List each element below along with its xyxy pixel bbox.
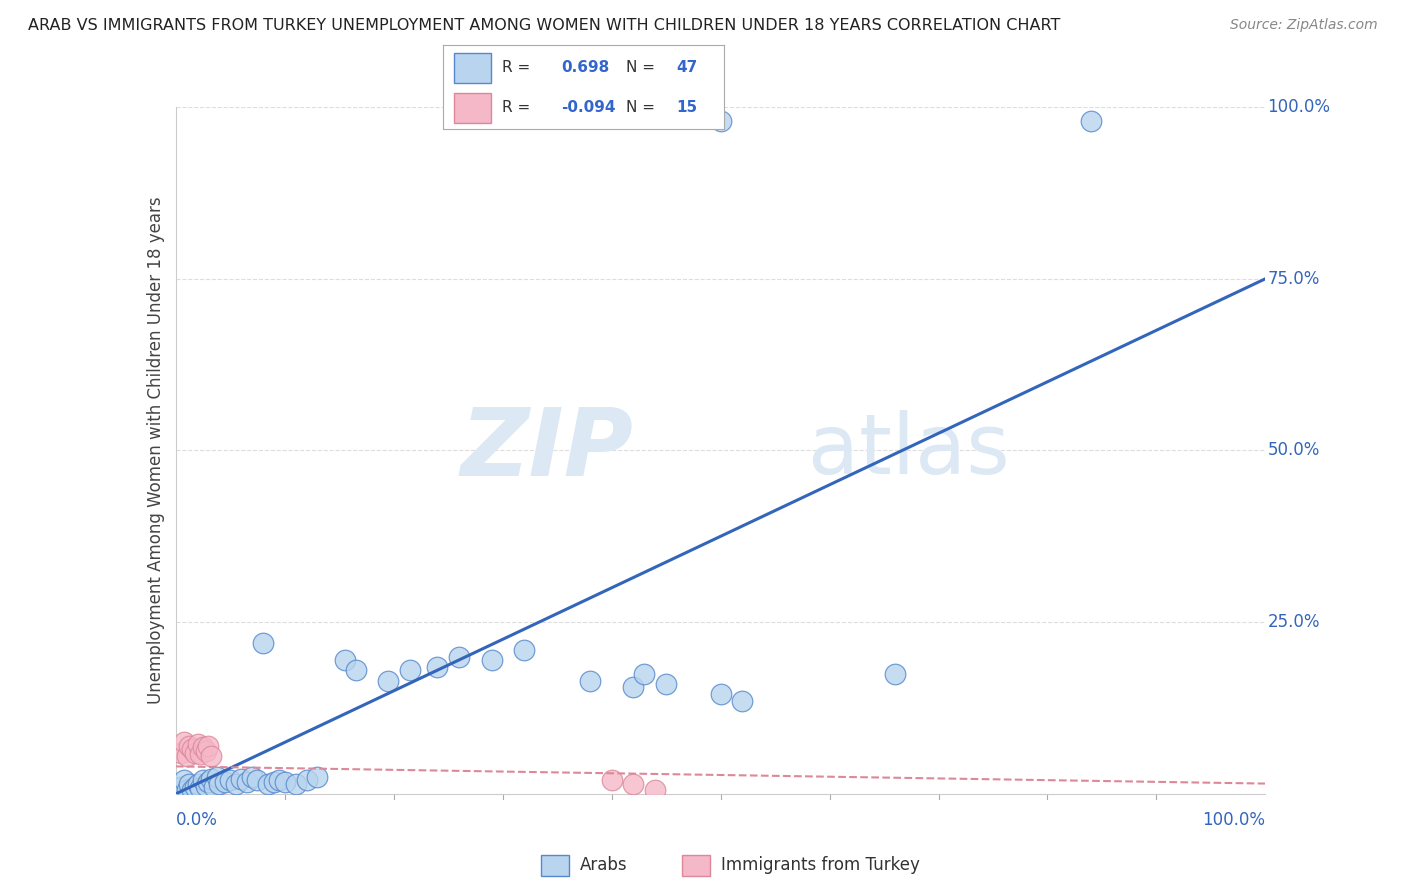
Point [600, 773, 623, 788]
Point [884, 666, 907, 681]
Point [191, 773, 214, 788]
Point [181, 742, 204, 756]
Point [240, 770, 263, 784]
Point [184, 746, 207, 760]
Text: 25.0%: 25.0% [1268, 613, 1320, 632]
Point [177, 776, 200, 790]
Point [274, 774, 297, 789]
Bar [682, 855, 710, 876]
Point [195, 779, 218, 793]
Text: 47: 47 [676, 60, 697, 75]
Text: 75.0%: 75.0% [1268, 269, 1320, 288]
Point [197, 739, 219, 753]
Point [426, 660, 449, 674]
Point [184, 780, 207, 794]
Point [195, 744, 218, 758]
Point [186, 738, 209, 752]
Point [181, 783, 204, 797]
Text: R =: R = [502, 100, 530, 115]
Text: -0.094: -0.094 [561, 100, 616, 115]
Text: Immigrants from Turkey: Immigrants from Turkey [721, 856, 920, 874]
Point [219, 773, 242, 788]
Point [225, 776, 247, 790]
Point [579, 673, 602, 688]
Point [173, 735, 195, 749]
Point [176, 749, 198, 764]
Point [655, 677, 678, 691]
Point [295, 773, 318, 788]
Point [200, 749, 222, 764]
Text: Source: ZipAtlas.com: Source: ZipAtlas.com [1230, 18, 1378, 32]
Bar [454, 93, 491, 122]
Point [176, 783, 198, 797]
Bar [454, 54, 491, 83]
Point [731, 694, 754, 708]
Text: 0.698: 0.698 [561, 60, 609, 75]
Point [377, 673, 399, 688]
Text: R =: R = [502, 60, 530, 75]
Point [177, 739, 200, 753]
Point [252, 636, 274, 650]
Point [710, 113, 733, 128]
Point [214, 774, 236, 789]
Point [188, 747, 211, 761]
Point [1080, 113, 1102, 128]
Text: 0.0%: 0.0% [176, 811, 218, 829]
Point [307, 770, 329, 784]
Point [633, 666, 655, 681]
Point [621, 681, 644, 695]
Point [284, 776, 307, 790]
Point [481, 653, 503, 667]
Point [621, 776, 644, 790]
Point [263, 774, 285, 789]
Point [205, 770, 228, 784]
Point [644, 783, 666, 797]
Point [269, 773, 291, 788]
Text: Arabs: Arabs [581, 856, 627, 874]
Point [344, 663, 367, 677]
Point [202, 780, 225, 794]
Point [186, 776, 209, 790]
Point [257, 776, 280, 790]
Point [173, 773, 195, 788]
Point [246, 773, 269, 788]
Text: 100.0%: 100.0% [1268, 98, 1330, 116]
Text: N =: N = [626, 60, 655, 75]
Point [231, 772, 253, 786]
Point [170, 780, 193, 794]
Point [208, 776, 231, 790]
Text: N =: N = [626, 100, 655, 115]
Point [188, 781, 211, 796]
Text: 50.0%: 50.0% [1268, 442, 1320, 459]
Point [333, 653, 356, 667]
Point [197, 774, 219, 789]
Y-axis label: Unemployment Among Women with Children Under 18 years: Unemployment Among Women with Children U… [146, 196, 165, 705]
Point [191, 740, 214, 755]
Point [513, 642, 536, 657]
Point [447, 649, 470, 664]
Point [200, 772, 222, 786]
Point [710, 687, 733, 701]
Text: ARAB VS IMMIGRANTS FROM TURKEY UNEMPLOYMENT AMONG WOMEN WITH CHILDREN UNDER 18 Y: ARAB VS IMMIGRANTS FROM TURKEY UNEMPLOYM… [28, 18, 1060, 33]
Text: 100.0%: 100.0% [1202, 811, 1265, 829]
Bar [541, 855, 569, 876]
Text: atlas: atlas [807, 410, 1010, 491]
Text: ZIP: ZIP [461, 404, 633, 497]
Text: 15: 15 [676, 100, 697, 115]
Point [235, 774, 257, 789]
Point [399, 663, 422, 677]
Point [170, 746, 193, 760]
